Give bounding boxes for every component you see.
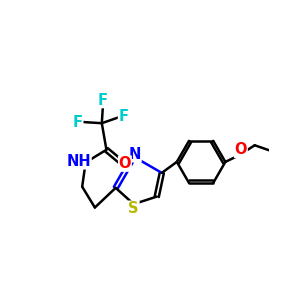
Text: NH: NH bbox=[66, 154, 91, 169]
Text: F: F bbox=[118, 109, 128, 124]
Text: S: S bbox=[128, 201, 139, 216]
Text: O: O bbox=[235, 142, 247, 158]
Text: N: N bbox=[129, 147, 141, 162]
Text: F: F bbox=[73, 115, 83, 130]
Text: F: F bbox=[98, 93, 108, 108]
Text: O: O bbox=[119, 156, 131, 171]
